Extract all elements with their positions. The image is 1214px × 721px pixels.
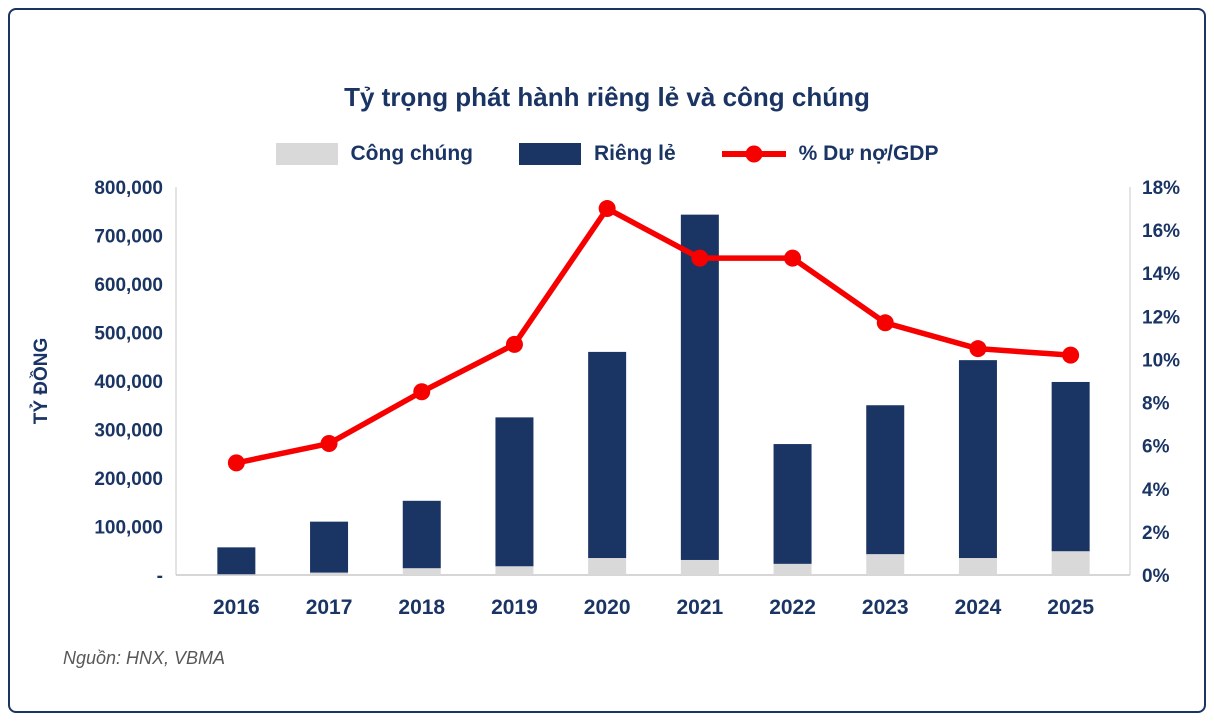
bar-segment-rieng-le (680, 214, 719, 560)
bar-segment-rieng-le (958, 360, 997, 559)
du-no-gdp-marker (969, 340, 987, 358)
bar-segment-cong-chung (680, 559, 719, 575)
right-axis-tick-label: 6% (1142, 437, 1170, 458)
bar-segment-rieng-le (495, 417, 534, 567)
legend-label-cong-chung: Công chúng (350, 142, 473, 165)
bar-segment-cong-chung (958, 558, 997, 575)
right-axis-tick-label: 16% (1142, 221, 1180, 242)
du-no-gdp-marker (598, 200, 616, 218)
x-axis-tick-label: 2019 (491, 596, 538, 619)
bar-segment-rieng-le (1051, 381, 1090, 552)
bar-segment-cong-chung (310, 572, 349, 575)
bar-segment-rieng-le (866, 405, 905, 555)
chart-title: Tỷ trọng phát hành riêng lẻ và công chún… (344, 82, 870, 112)
right-axis-tick-label: 8% (1142, 394, 1170, 415)
x-axis-tick-label: 2024 (955, 596, 1002, 619)
du-no-gdp-marker (876, 314, 894, 332)
bar-segment-cong-chung (588, 558, 627, 575)
x-axis-tick-label: 2023 (862, 596, 909, 619)
bar-segment-rieng-le (588, 351, 627, 559)
right-axis-tick-label: 14% (1142, 264, 1180, 285)
du-no-gdp-line-swatch (721, 145, 786, 163)
bar-segment-cong-chung (217, 574, 256, 575)
left-axis-tick-label: 200,000 (94, 469, 163, 490)
bar-segment-rieng-le (773, 444, 812, 564)
du-no-gdp-marker (505, 335, 523, 353)
source-note: Nguồn: HNX, VBMA (63, 648, 226, 668)
left-axis-tick-label: 500,000 (94, 324, 163, 345)
x-axis-tick-label: 2017 (306, 596, 353, 619)
legend-item-rieng-le: Riêng lẻ (518, 142, 676, 166)
left-axis-tick-label: 400,000 (94, 372, 163, 393)
cong-chung-swatch (275, 143, 338, 165)
left-axis-tick-label: - (157, 566, 163, 587)
x-axis-tick-label: 2025 (1047, 596, 1094, 619)
du-no-gdp-marker (227, 454, 245, 472)
bar-segment-cong-chung (773, 563, 812, 575)
du-no-gdp-marker (413, 383, 431, 401)
bar-segment-cong-chung (495, 566, 534, 575)
left-axis-tick-label: 100,000 (94, 518, 163, 539)
du-no-gdp-marker (1062, 346, 1080, 364)
left-axis-tick-label: 800,000 (94, 178, 163, 199)
bar-segment-rieng-le (310, 521, 349, 573)
bar-segment-cong-chung (1051, 551, 1090, 575)
x-axis-tick-label: 2021 (676, 596, 723, 619)
chart-legend: Công chúng Riêng lẻ % Dư nợ/GDP (0, 142, 1214, 166)
legend-item-cong-chung: Công chúng (275, 142, 473, 166)
x-axis-tick-label: 2022 (769, 596, 816, 619)
right-axis-tick-label: 18% (1142, 178, 1180, 199)
right-axis-tick-label: 10% (1142, 350, 1180, 371)
du-no-gdp-marker (784, 249, 802, 267)
legend-label-du-no-gdp: % Dư nợ/GDP (798, 142, 939, 165)
du-no-gdp-line (233, 205, 1074, 466)
right-axis-tick-label: 4% (1142, 480, 1170, 501)
right-axis-tick-label: 12% (1142, 307, 1180, 328)
left-axis-tick-label: 300,000 (94, 421, 163, 442)
bar-segment-rieng-le (217, 547, 256, 575)
x-axis-tick-label: 2018 (398, 596, 445, 619)
right-axis-tick-label: 0% (1142, 566, 1170, 587)
left-axis-tick-label: 600,000 (94, 275, 163, 296)
legend-label-rieng-le: Riêng lẻ (593, 142, 676, 165)
legend-item-du-no-gdp: % Dư nợ/GDP (721, 142, 939, 166)
x-axis-tick-label: 2016 (213, 596, 260, 619)
x-axis-tick-label: 2020 (584, 596, 631, 619)
bar-segment-cong-chung (866, 554, 905, 575)
left-axis-tick-label: 700,000 (94, 227, 163, 248)
du-no-gdp-marker (691, 249, 709, 267)
left-axis-title: TỶ ĐỒNG (30, 338, 52, 425)
du-no-gdp-marker-dot (745, 145, 763, 163)
du-no-gdp-marker (320, 435, 338, 453)
bar-segment-rieng-le (402, 500, 441, 569)
right-axis-tick-label: 2% (1142, 523, 1170, 544)
rieng-le-swatch (518, 143, 581, 165)
bar-segment-cong-chung (402, 568, 441, 575)
